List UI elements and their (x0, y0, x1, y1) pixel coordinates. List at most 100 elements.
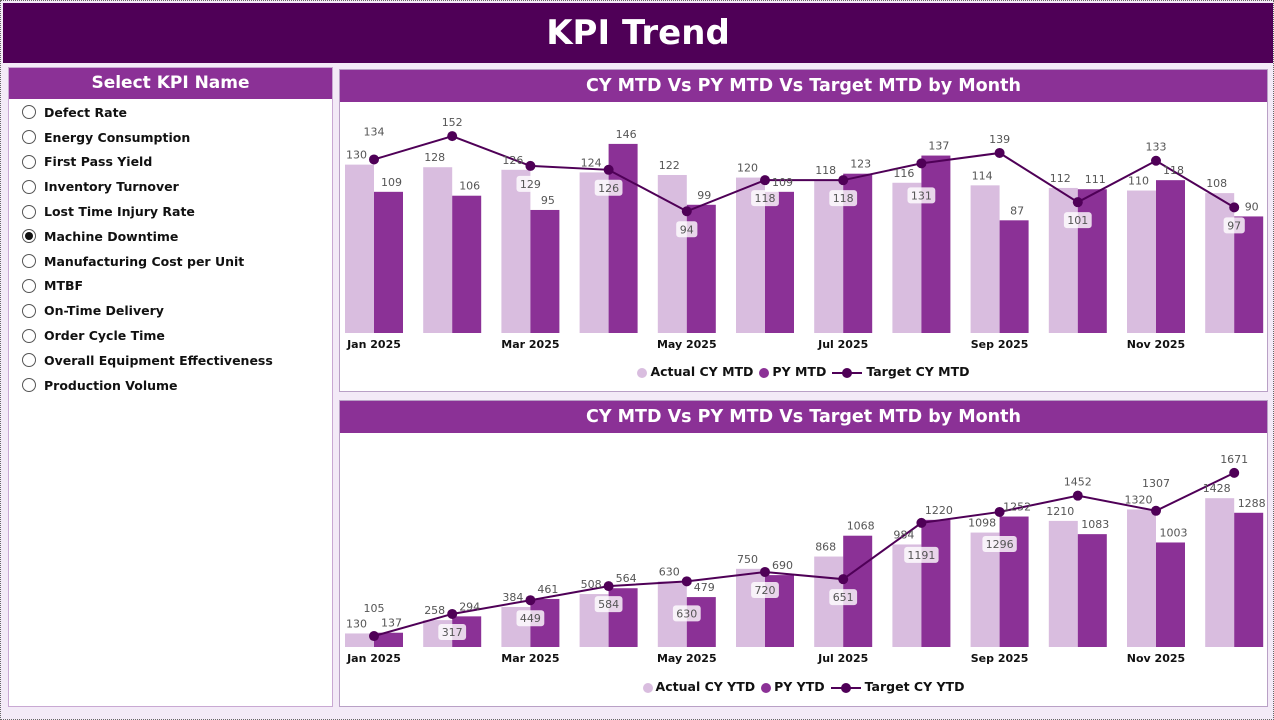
slicer-item-label: MTBF (44, 278, 84, 294)
py-label: 461 (537, 583, 558, 596)
target-label: 118 (833, 192, 854, 205)
mtd-chart-panel: CY MTD Vs PY MTD Vs Target MTD by Month … (339, 69, 1268, 392)
py-bar (374, 632, 403, 647)
kpi-slicer: Select KPI Name Defect Rate Energy Consum… (8, 67, 333, 707)
radio-icon[interactable] (22, 378, 36, 393)
legend-actual[interactable]: Actual CY YTD (642, 679, 755, 694)
target-point (447, 608, 458, 619)
slicer-item-label: Manufacturing Cost per Unit (44, 253, 245, 269)
target-label-bg (516, 610, 545, 627)
legend-dot-icon (759, 367, 770, 378)
target-label: 152 (442, 116, 463, 129)
py-label: 95 (541, 194, 555, 207)
radio-icon[interactable] (22, 130, 36, 145)
target-label-bg (676, 221, 698, 238)
chart-legend: Actual CY YTD PY YTD Target CY YTD (340, 679, 1267, 694)
target-label-bg (1217, 450, 1252, 467)
ytd-chart-panel: CY MTD Vs PY MTD Vs Target MTD by Month … (339, 400, 1268, 707)
target-label: 1296 (986, 538, 1014, 551)
slicer-item-label: On-Time Delivery (44, 303, 164, 319)
actual-bar (1205, 193, 1235, 333)
target-point (994, 147, 1005, 158)
slicer-title: Select KPI Name (9, 68, 332, 99)
target-label-bg (1060, 473, 1095, 490)
legend-target[interactable]: Target CY MTD (832, 364, 970, 379)
target-label-bg (516, 175, 545, 192)
slicer-item[interactable]: Defect Rate (9, 100, 332, 125)
target-label: 131 (911, 189, 932, 202)
target-label: 129 (520, 178, 541, 191)
target-point (1151, 505, 1161, 516)
radio-icon[interactable] (22, 229, 36, 244)
py-bar (1156, 542, 1185, 647)
slicer-item[interactable]: Order Cycle Time (9, 323, 332, 348)
target-point (916, 517, 927, 528)
target-label: 317 (442, 626, 463, 639)
actual-label: 1320 (1125, 493, 1153, 506)
radio-icon[interactable] (22, 254, 36, 269)
target-label-bg (1063, 212, 1092, 229)
slicer-item[interactable]: Overall Equipment Effectiveness (9, 348, 332, 373)
legend-py[interactable]: PY MTD (759, 364, 826, 379)
legend-py[interactable]: PY YTD (761, 679, 825, 694)
target-label: 630 (676, 607, 697, 620)
slicer-item-label: Production Volume (44, 377, 178, 393)
target-label: 1671 (1220, 453, 1248, 466)
legend-actual[interactable]: Actual CY MTD (637, 364, 753, 379)
target-label: 1191 (907, 549, 935, 562)
radio-icon[interactable] (22, 303, 36, 318)
py-label: 1003 (1160, 526, 1188, 539)
py-bar (374, 191, 403, 333)
py-label: 109 (772, 176, 793, 189)
actual-label: 108 (1206, 177, 1227, 190)
radio-icon[interactable] (22, 154, 36, 169)
chart-legend: Actual CY MTD PY MTD Target CY MTD (340, 364, 1267, 379)
actual-label: 112 (1050, 172, 1071, 185)
radio-icon[interactable] (22, 353, 36, 368)
py-label: 1068 (847, 520, 875, 533)
slicer-item-label: Lost Time Injury Rate (44, 204, 195, 220)
radio-icon[interactable] (22, 179, 36, 194)
py-label: 1252 (1003, 501, 1031, 514)
target-point (603, 581, 614, 592)
target-point (525, 160, 536, 171)
slicer-item[interactable]: Machine Downtime (9, 224, 332, 249)
x-tick-label: May 2025 (657, 338, 717, 351)
target-label: 126 (598, 182, 619, 195)
legend-dot-icon (761, 682, 772, 693)
actual-label: 116 (893, 167, 914, 180)
target-label-bg (360, 600, 388, 617)
slicer-item[interactable]: Production Volume (9, 373, 332, 398)
py-bar (999, 220, 1029, 333)
actual-label: 984 (893, 528, 914, 541)
target-line (373, 471, 1235, 638)
radio-icon[interactable] (22, 204, 36, 219)
target-label: 94 (680, 223, 694, 236)
slicer-item[interactable]: Manufacturing Cost per Unit (9, 249, 332, 274)
slicer-item[interactable]: Inventory Turnover (9, 174, 332, 199)
actual-bar (1048, 187, 1078, 333)
slicer-item[interactable]: Lost Time Injury Rate (9, 199, 332, 224)
x-tick-label: Sep 2025 (971, 338, 1029, 351)
slicer-item[interactable]: Energy Consumption (9, 125, 332, 150)
legend-py-label: PY YTD (774, 679, 825, 694)
legend-target-label: Target CY MTD (866, 364, 970, 379)
actual-bar (423, 167, 453, 333)
radio-icon[interactable] (22, 105, 36, 120)
legend-target[interactable]: Target CY YTD (830, 679, 964, 694)
legend-dot-icon (642, 682, 653, 693)
target-label-bg (829, 190, 858, 207)
slicer-item[interactable]: MTBF (9, 274, 332, 299)
slicer-item[interactable]: First Pass Yield (9, 150, 332, 175)
radio-icon[interactable] (22, 278, 36, 293)
legend-line-icon (830, 682, 861, 693)
x-tick-label: May 2025 (657, 652, 717, 665)
target-point (369, 154, 379, 165)
slicer-item[interactable]: On-Time Delivery (9, 298, 332, 323)
target-point (681, 576, 692, 587)
target-line (373, 135, 1235, 213)
radio-icon[interactable] (22, 328, 36, 343)
actual-label: 630 (659, 565, 680, 578)
actual-label: 120 (737, 162, 758, 175)
slicer-item-label: Overall Equipment Effectiveness (44, 352, 273, 368)
